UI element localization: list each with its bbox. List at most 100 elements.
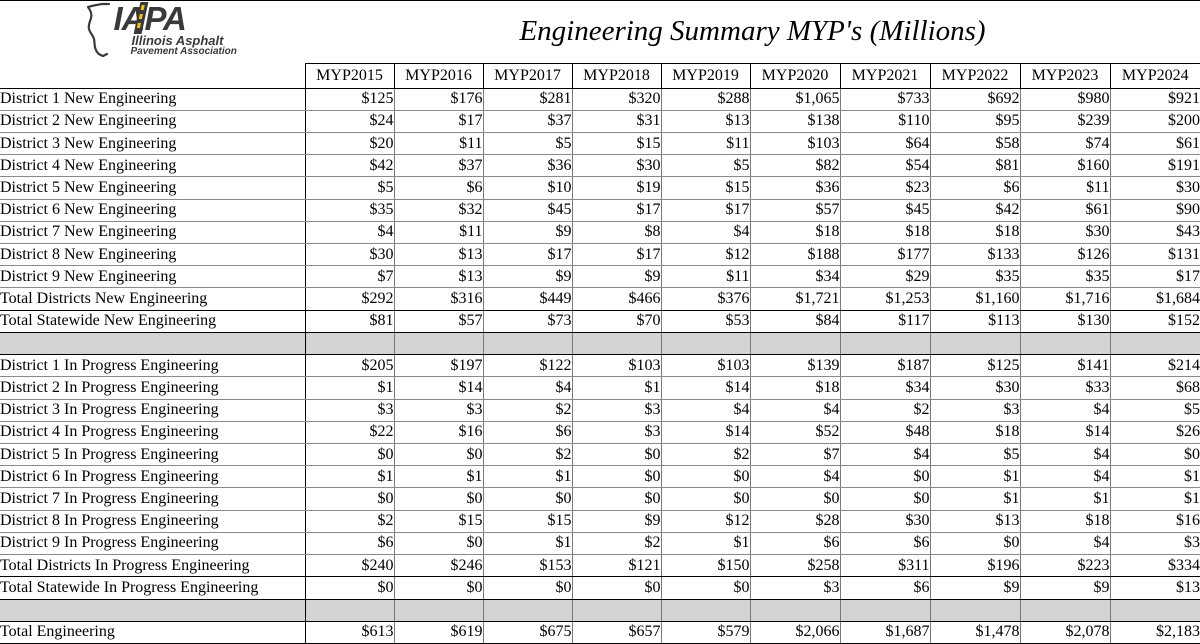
table-cell[interactable]: $2 (571, 532, 661, 556)
table-cell[interactable]: $1 (393, 465, 483, 489)
table-cell[interactable]: $17 (1109, 265, 1200, 289)
table-cell[interactable]: $6 (304, 532, 394, 556)
table-cell[interactable]: $1,253 (839, 287, 930, 311)
table-cell[interactable]: $4 (749, 465, 840, 489)
table-cell[interactable]: $131 (1109, 243, 1200, 267)
table-cell[interactable]: $9 (571, 510, 661, 533)
table-cell[interactable]: $64 (839, 132, 930, 156)
table-cell[interactable]: $18 (1019, 510, 1110, 533)
table-cell[interactable]: $36 (749, 176, 840, 200)
table-cell[interactable]: $4 (1019, 465, 1110, 489)
table-cell[interactable]: $316 (393, 287, 483, 311)
table-cell[interactable]: $22 (304, 421, 394, 445)
table-cell[interactable]: $239 (1019, 110, 1110, 133)
table-cell[interactable]: $2 (839, 399, 930, 422)
table-cell[interactable]: $19 (571, 176, 661, 200)
table-cell[interactable]: $33 (1019, 376, 1110, 400)
table-cell[interactable]: $35 (929, 265, 1020, 289)
table-cell[interactable]: $26 (1109, 421, 1200, 445)
table-cell[interactable]: $0 (749, 487, 840, 511)
table-cell[interactable]: $320 (571, 88, 661, 111)
table-cell[interactable]: $0 (660, 465, 750, 489)
table-cell[interactable]: $13 (393, 243, 483, 267)
table-cell[interactable]: $20 (304, 132, 394, 156)
table-cell[interactable]: $103 (660, 354, 750, 378)
table-cell[interactable]: $61 (1109, 132, 1200, 156)
table-cell[interactable]: $6 (482, 421, 572, 445)
table-cell[interactable]: $45 (482, 199, 572, 222)
table-cell[interactable]: $11 (393, 221, 483, 245)
table-cell[interactable]: $3 (571, 421, 661, 445)
table-cell[interactable]: $0 (482, 487, 572, 511)
table-cell[interactable]: $1,065 (749, 88, 840, 111)
table-cell[interactable]: $246 (393, 554, 483, 578)
table-cell[interactable]: $292 (304, 287, 394, 311)
table-cell[interactable]: $18 (749, 221, 840, 245)
table-cell[interactable]: $103 (749, 132, 840, 156)
table-cell[interactable]: $6 (839, 576, 930, 600)
table-cell[interactable]: $200 (1109, 110, 1200, 133)
table-cell[interactable]: $17 (393, 110, 483, 133)
table-cell[interactable]: $52 (749, 421, 840, 445)
table-cell[interactable]: $13 (1109, 576, 1200, 600)
table-cell[interactable]: $1,684 (1109, 287, 1200, 311)
table-cell[interactable]: $0 (571, 487, 661, 511)
table-cell[interactable]: $16 (1109, 510, 1200, 533)
table-cell[interactable]: $13 (929, 510, 1020, 533)
table-cell[interactable]: $2 (660, 443, 750, 467)
table-cell[interactable]: $12 (660, 510, 750, 533)
table-cell[interactable]: $74 (1019, 132, 1110, 156)
table-cell[interactable]: $35 (1019, 265, 1110, 289)
table-cell[interactable]: $81 (304, 310, 394, 333)
table-cell[interactable]: $73 (482, 310, 572, 333)
table-cell[interactable]: $113 (929, 310, 1020, 333)
table-cell[interactable]: $1,687 (839, 620, 930, 644)
table-cell[interactable]: $43 (1109, 221, 1200, 245)
table-cell[interactable]: $31 (571, 110, 661, 133)
table-cell[interactable]: $0 (482, 576, 572, 600)
table-cell[interactable]: $9 (1019, 576, 1110, 600)
table-cell[interactable]: $37 (393, 154, 483, 178)
table-cell[interactable]: $240 (304, 554, 394, 578)
table-cell[interactable]: $42 (304, 154, 394, 178)
column-header-myp2015[interactable]: MYP2015 (304, 63, 394, 89)
table-cell[interactable]: $619 (393, 620, 483, 644)
table-cell[interactable]: $334 (1109, 554, 1200, 578)
table-cell[interactable]: $117 (839, 310, 930, 333)
table-cell[interactable]: $54 (839, 154, 930, 178)
table-cell[interactable]: $23 (839, 176, 930, 200)
table-cell[interactable]: $110 (839, 110, 930, 133)
table-cell[interactable]: $48 (839, 421, 930, 445)
table-cell[interactable]: $8 (571, 221, 661, 245)
table-cell[interactable]: $4 (304, 221, 394, 245)
table-cell[interactable]: $223 (1019, 554, 1110, 578)
table-cell[interactable]: $1,478 (929, 620, 1020, 644)
table-cell[interactable]: $7 (304, 265, 394, 289)
table-cell[interactable]: $1,160 (929, 287, 1020, 311)
table-cell[interactable]: $16 (393, 421, 483, 445)
table-cell[interactable]: $121 (571, 554, 661, 578)
table-cell[interactable]: $449 (482, 287, 572, 311)
table-cell[interactable]: $5 (929, 443, 1020, 467)
table-cell[interactable]: $53 (660, 310, 750, 333)
table-cell[interactable]: $11 (393, 132, 483, 156)
table-cell[interactable]: $6 (839, 532, 930, 556)
table-cell[interactable]: $0 (1109, 443, 1200, 467)
table-cell[interactable]: $2 (304, 510, 394, 533)
table-cell[interactable]: $4 (482, 376, 572, 400)
table-cell[interactable]: $11 (1019, 176, 1110, 200)
table-cell[interactable]: $9 (929, 576, 1020, 600)
table-cell[interactable]: $30 (839, 510, 930, 533)
column-header-myp2016[interactable]: MYP2016 (393, 63, 483, 89)
table-cell[interactable]: $1,716 (1019, 287, 1110, 311)
table-cell[interactable]: $10 (482, 176, 572, 200)
table-cell[interactable]: $32 (393, 199, 483, 222)
table-cell[interactable]: $14 (660, 421, 750, 445)
column-header-myp2018[interactable]: MYP2018 (571, 63, 661, 89)
table-cell[interactable]: $1 (1019, 487, 1110, 511)
table-cell[interactable]: $18 (749, 376, 840, 400)
table-cell[interactable]: $34 (839, 376, 930, 400)
table-cell[interactable]: $30 (304, 243, 394, 267)
table-cell[interactable]: $188 (749, 243, 840, 267)
table-cell[interactable]: $28 (749, 510, 840, 533)
